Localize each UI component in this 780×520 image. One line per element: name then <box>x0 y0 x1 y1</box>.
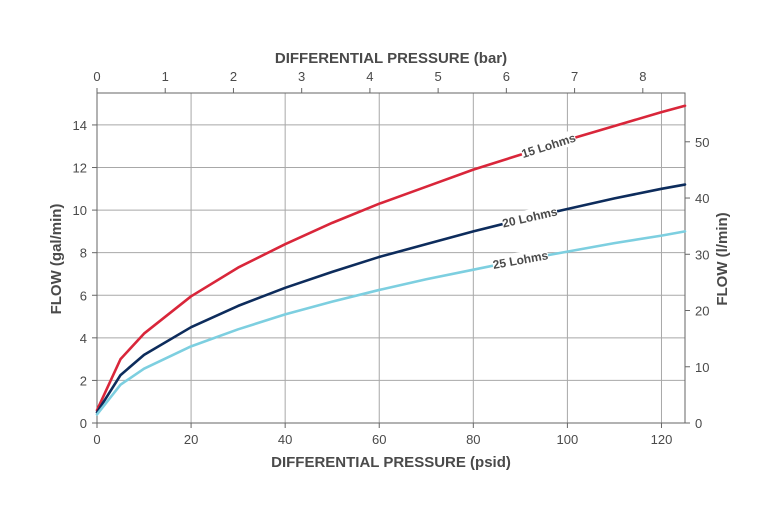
curve-label-group: 15 Lohms <box>519 129 578 161</box>
x-tick-label: 20 <box>184 432 198 447</box>
x-top-tick-label: 7 <box>571 69 578 84</box>
series-line <box>95 104 687 412</box>
x-tick-label: 120 <box>651 432 673 447</box>
x-tick-label: 40 <box>278 432 292 447</box>
series-layer <box>95 104 687 416</box>
x-top-tick-label: 3 <box>298 69 305 84</box>
curve-label: 15 Lohms <box>520 131 578 161</box>
x-top-tick-label: 2 <box>230 69 237 84</box>
x-tick-label: 100 <box>557 432 579 447</box>
curve-label-knockout <box>519 129 578 161</box>
y-tick-label: 8 <box>80 246 87 261</box>
y-tick-label: 2 <box>80 373 87 388</box>
curve-label: 20 Lohms <box>501 204 559 230</box>
y-right-tick-label: 0 <box>695 416 702 431</box>
y-tick-label: 12 <box>73 161 87 176</box>
x-top-tick-label: 6 <box>503 69 510 84</box>
y-right-tick-label: 50 <box>695 135 709 150</box>
x-tick-label: 0 <box>93 432 100 447</box>
curve-label: 25 Lohms <box>492 248 550 272</box>
curve-label-knockout <box>491 247 550 272</box>
y-right-tick-label: 40 <box>695 191 709 206</box>
y-right-axis-title: FLOW (l/min) <box>714 212 731 305</box>
grid <box>96 93 685 424</box>
plot-frame <box>96 92 686 424</box>
y-right-tick-label: 10 <box>695 360 709 375</box>
x-top-tick-label: 4 <box>366 69 373 84</box>
x-top-tick-label: 0 <box>93 69 100 84</box>
y-tick-label: 10 <box>73 203 87 218</box>
curve-label-group: 25 Lohms <box>491 247 550 272</box>
y-tick-label: 4 <box>80 331 87 346</box>
x-tick-label: 80 <box>466 432 480 447</box>
series-line <box>95 183 687 414</box>
curve-label-knockout <box>500 203 559 231</box>
y-right-tick-label: 30 <box>695 247 709 262</box>
x-top-tick-label: 8 <box>639 69 646 84</box>
y-tick-label: 14 <box>73 118 87 133</box>
x-top-axis-title: DIFFERENTIAL PRESSURE (bar) <box>275 50 507 67</box>
y-tick-label: 6 <box>80 288 87 303</box>
curve-labels: 15 Lohms 20 Lohms 25 Lohms <box>491 129 578 272</box>
y-tick-label: 0 <box>80 416 87 431</box>
y-right-tick-label: 20 <box>695 304 709 319</box>
x-top-tick-label: 5 <box>435 69 442 84</box>
x-top-tick-label: 1 <box>162 69 169 84</box>
x-tick-label: 60 <box>372 432 386 447</box>
y-axis-title: FLOW (gal/min) <box>48 204 65 315</box>
series-line <box>95 230 687 416</box>
x-axis-title: DIFFERENTIAL PRESSURE (psid) <box>271 454 511 471</box>
curve-label-group: 20 Lohms <box>500 203 559 231</box>
